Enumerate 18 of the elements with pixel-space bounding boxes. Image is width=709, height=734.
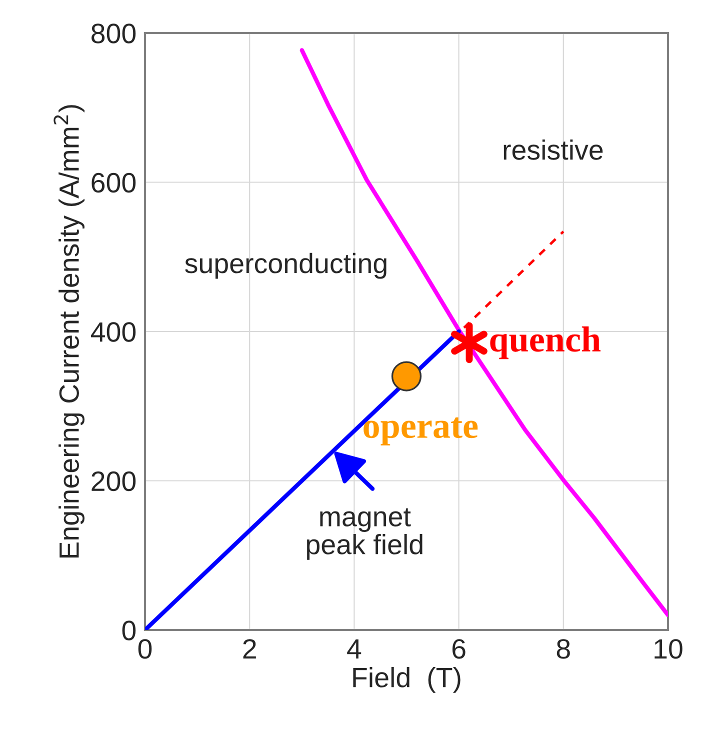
x-tick-label: 4	[347, 639, 362, 658]
annotation: resistive	[504, 139, 603, 160]
x-tick-label: 10	[654, 639, 682, 659]
annotation: superconducting	[185, 252, 386, 279]
y-axis-title: Engineering Current density (A/mm$^{2}$)	[54, 105, 84, 558]
y-tick-label: 0	[122, 620, 136, 640]
y-tick-label: 200	[92, 471, 136, 492]
x-tick-label: 2	[243, 639, 256, 658]
y-tick-label: 800	[92, 24, 136, 44]
x-tick-label: 8	[556, 639, 570, 659]
x-axis-title: Field (T)	[353, 667, 460, 693]
annotation: magnet peak field	[307, 508, 422, 560]
y-tick-label: 400	[90, 322, 136, 342]
y-tick-label: 600	[92, 172, 136, 193]
x-tick-label: 0	[138, 639, 152, 659]
series-label: quench	[490, 326, 601, 360]
series-label: operate	[364, 417, 478, 446]
x-tick-label: 6	[452, 639, 466, 659]
